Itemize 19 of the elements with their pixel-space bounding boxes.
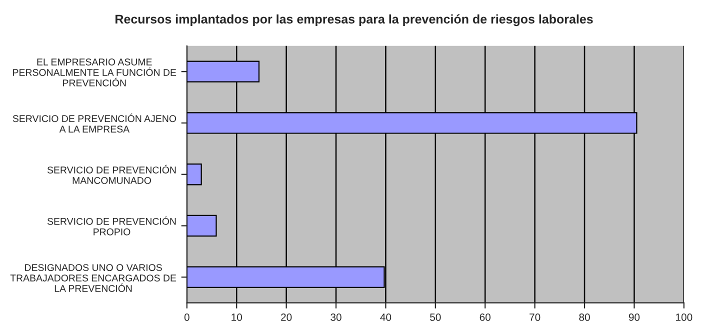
x-tick-label: 40 [380, 314, 392, 321]
y-tick-label: SERVICIO DE PREVENCIÓN AJENO A LA EMPRESA [12, 114, 176, 133]
x-tick-label: 60 [480, 314, 491, 321]
y-tick-label: EL EMPRESARIO ASUME PERSONALMENTE LA FUNCIÓN DE PREVENCIÓN [13, 58, 176, 86]
y-tick-label: SERVICIO DE PREVENCIÓN MANCOMUNADO [47, 164, 176, 184]
x-tick-label: 30 [330, 314, 342, 321]
x-tick-label: 0 [184, 314, 190, 321]
x-tick-label: 70 [530, 314, 540, 321]
x-tick-label: 100 [676, 314, 692, 321]
bar [186, 164, 202, 186]
x-tick-label: 50 [430, 314, 441, 321]
y-tick-label: DESIGNADOS UNO O VARIOS TRABAJADORES ENCARGADOS DE LA PREVENCIÓN [10, 264, 176, 292]
bar [186, 214, 217, 237]
chart-title: Recursos implantados por las empresas para la prevención de riesgos laborales [116, 14, 593, 26]
x-tick-label: 80 [579, 314, 590, 321]
x-tick-label: 90 [628, 314, 640, 321]
x-tick-label: 20 [281, 314, 292, 321]
y-tick-label: SERVICIO DE PREVENCIÓN PROPIO [47, 216, 176, 236]
x-tick-label: 10 [232, 314, 242, 321]
